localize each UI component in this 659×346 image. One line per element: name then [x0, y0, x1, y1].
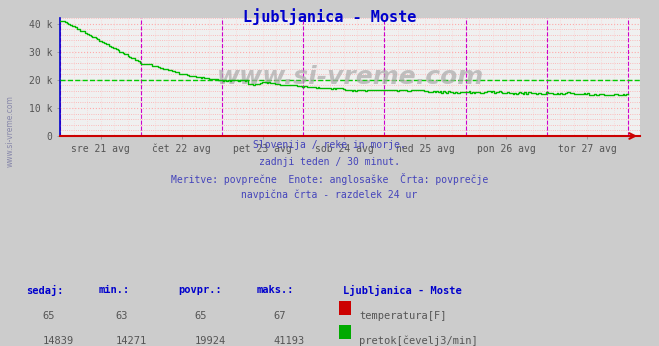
- Text: zadnji teden / 30 minut.: zadnji teden / 30 minut.: [259, 157, 400, 167]
- Text: sedaj:: sedaj:: [26, 285, 64, 297]
- Text: 41193: 41193: [273, 336, 304, 346]
- Text: 14271: 14271: [115, 336, 146, 346]
- Text: Ljubljanica - Moste: Ljubljanica - Moste: [243, 9, 416, 26]
- Text: pretok[čevelj3/min]: pretok[čevelj3/min]: [359, 336, 478, 346]
- Text: www.si-vreme.com: www.si-vreme.com: [216, 65, 484, 89]
- Text: 63: 63: [115, 311, 128, 321]
- Text: navpična črta - razdelek 24 ur: navpična črta - razdelek 24 ur: [241, 190, 418, 200]
- Text: Ljubljanica - Moste: Ljubljanica - Moste: [343, 285, 461, 297]
- Text: Slovenija / reke in morje.: Slovenija / reke in morje.: [253, 140, 406, 150]
- Text: 65: 65: [43, 311, 55, 321]
- Text: Meritve: povprečne  Enote: anglosaške  Črta: povprečje: Meritve: povprečne Enote: anglosaške Črt…: [171, 173, 488, 185]
- Text: www.si-vreme.com: www.si-vreme.com: [5, 95, 14, 167]
- Text: 65: 65: [194, 311, 207, 321]
- Text: min.:: min.:: [99, 285, 130, 295]
- Text: 14839: 14839: [43, 336, 74, 346]
- Text: maks.:: maks.:: [257, 285, 295, 295]
- Text: temperatura[F]: temperatura[F]: [359, 311, 447, 321]
- Text: povpr.:: povpr.:: [178, 285, 221, 295]
- Text: 67: 67: [273, 311, 286, 321]
- Text: 19924: 19924: [194, 336, 225, 346]
